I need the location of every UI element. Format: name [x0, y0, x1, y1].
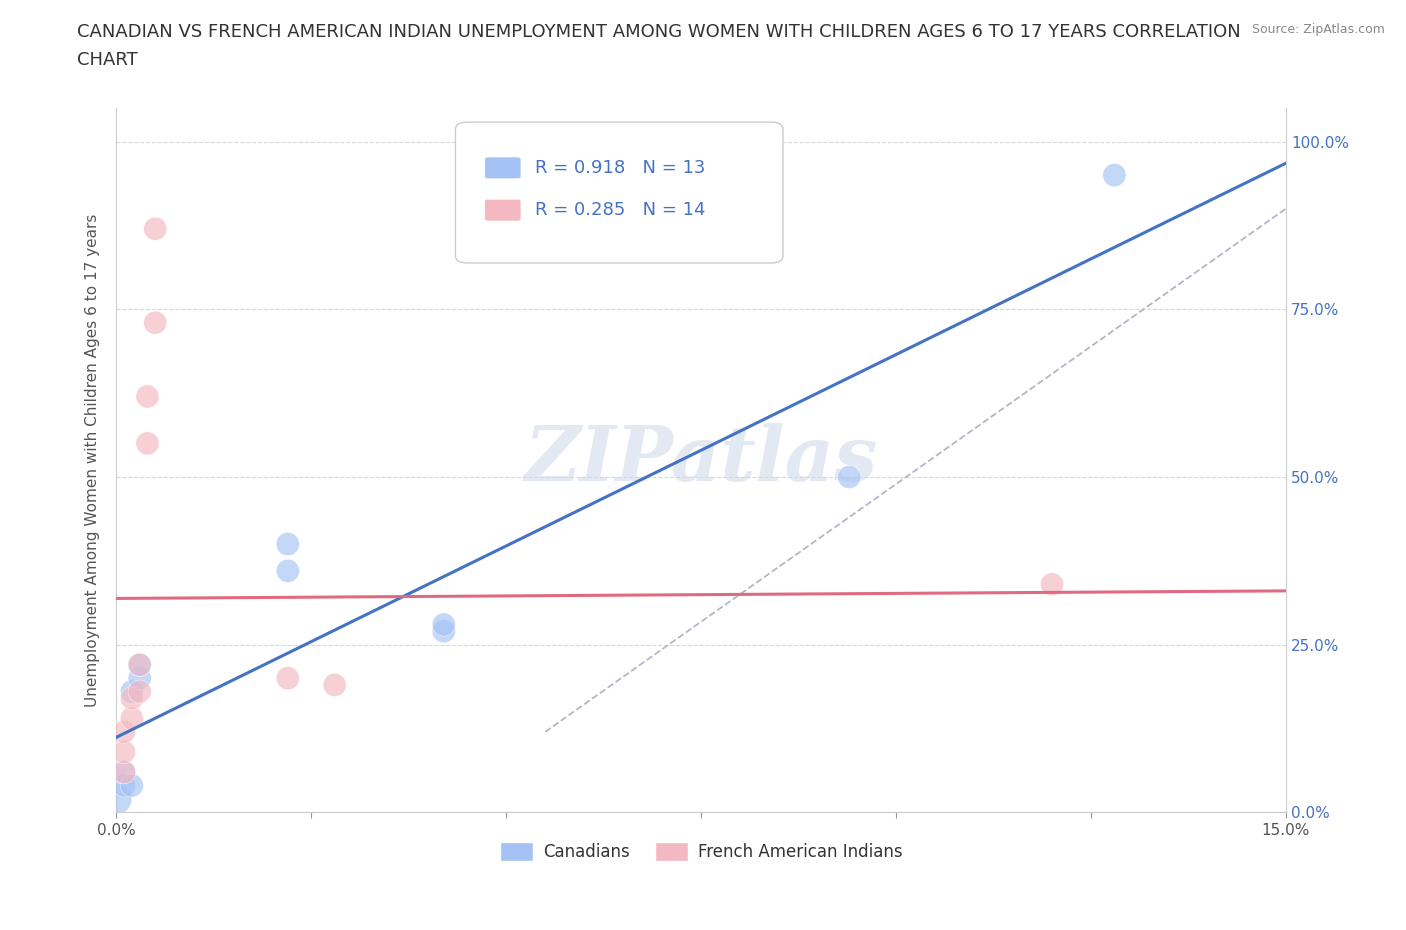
Point: [128, 658, 150, 672]
Point: [121, 691, 143, 706]
FancyBboxPatch shape: [485, 157, 522, 179]
Text: CHART: CHART: [77, 51, 138, 69]
Point: [128, 684, 150, 699]
Point: [136, 389, 159, 404]
Point: [143, 315, 166, 330]
Text: R = 0.918   N = 13: R = 0.918 N = 13: [536, 159, 706, 177]
Point: [112, 764, 135, 779]
Point: [838, 470, 860, 485]
Text: CANADIAN VS FRENCH AMERICAN INDIAN UNEMPLOYMENT AMONG WOMEN WITH CHILDREN AGES 6: CANADIAN VS FRENCH AMERICAN INDIAN UNEMP…: [77, 23, 1241, 41]
Point: [136, 436, 159, 451]
Point: [277, 671, 299, 685]
Point: [128, 658, 150, 672]
Point: [105, 791, 128, 806]
Point: [121, 778, 143, 793]
Text: ZIPatlas: ZIPatlas: [524, 423, 877, 498]
Legend: Canadians, French American Indians: Canadians, French American Indians: [494, 835, 910, 868]
Point: [112, 724, 135, 739]
Point: [121, 711, 143, 726]
Point: [433, 624, 456, 639]
FancyBboxPatch shape: [485, 199, 522, 221]
Point: [121, 684, 143, 699]
Point: [112, 778, 135, 793]
Point: [128, 671, 150, 685]
Point: [1104, 167, 1126, 182]
Point: [277, 564, 299, 578]
Point: [112, 745, 135, 760]
FancyBboxPatch shape: [456, 122, 783, 263]
Y-axis label: Unemployment Among Women with Children Ages 6 to 17 years: Unemployment Among Women with Children A…: [86, 214, 100, 707]
Point: [277, 537, 299, 551]
Point: [112, 764, 135, 779]
Point: [1040, 577, 1063, 591]
Point: [323, 677, 346, 692]
Point: [143, 221, 166, 236]
Text: Source: ZipAtlas.com: Source: ZipAtlas.com: [1251, 23, 1385, 36]
Point: [433, 618, 456, 632]
Text: R = 0.285   N = 14: R = 0.285 N = 14: [536, 201, 706, 219]
